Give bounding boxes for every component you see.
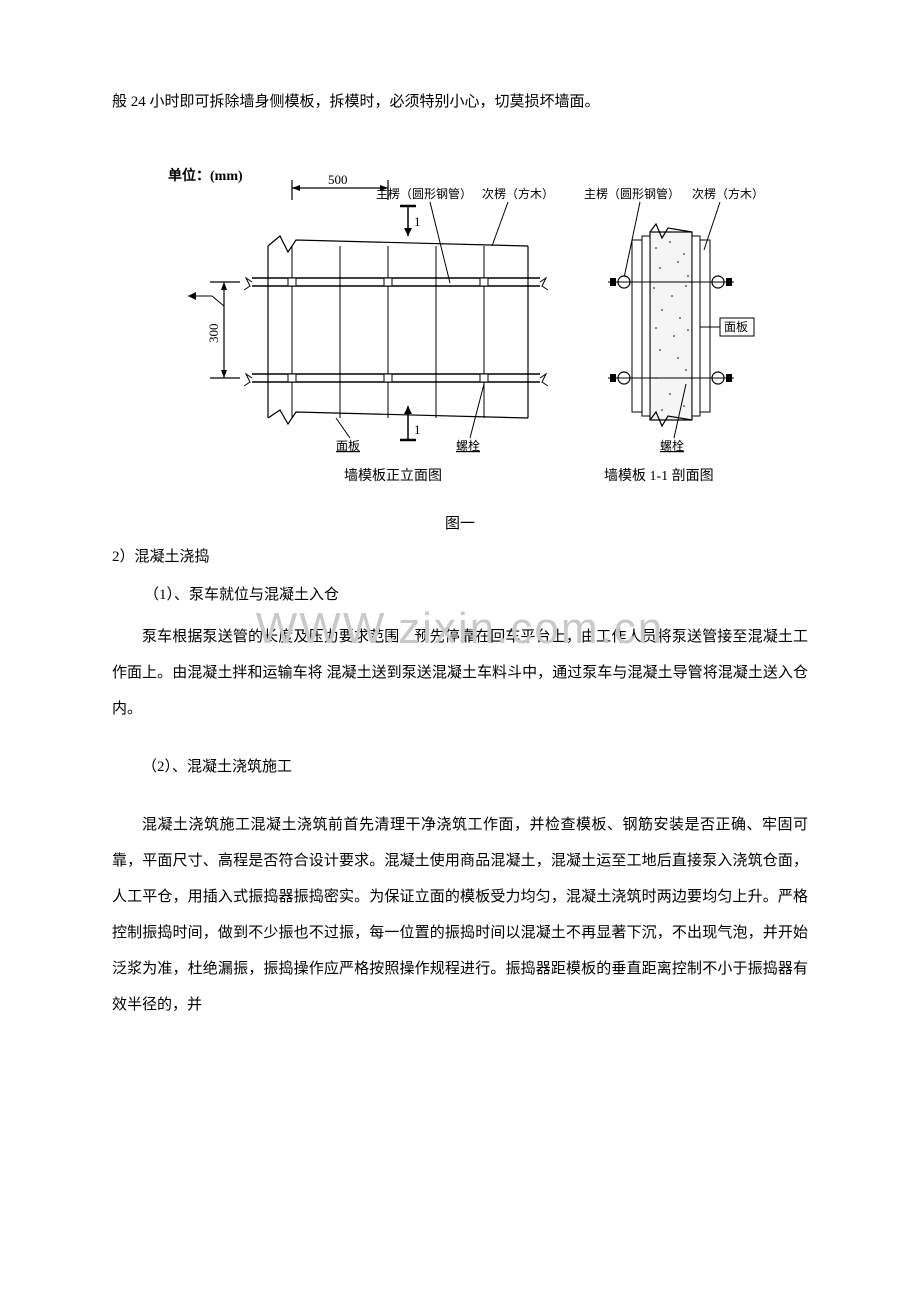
dim-300: 300 [206,324,221,344]
para-sub-2: 混凝土浇筑施工混凝土浇筑前首先清理干净浇筑工作面，并检查模板、钢筋安装是否正确、… [112,807,808,1023]
figure-one: 单位：(mm) 500 主楞（圆形钢管） 次楞（方木） 1 [112,158,808,498]
label-secondary-purlin-r: 次楞（方木） [692,186,764,201]
label-main-purlin-r: 主楞（圆形钢管） [584,186,680,201]
dim-500: 500 [328,172,348,187]
label-secondary-purlin: 次楞（方木） [482,186,554,201]
caption-section: 墙模板 1-1 剖面图 [604,468,714,484]
section-view: 主楞（圆形钢管） 次楞（方木） [584,186,764,484]
label-bolt-left: 螺栓 [456,438,480,453]
figure-caption: 图一 [112,512,808,533]
intro-line: 般 24 小时即可拆除墙身侧模板，拆模时，必须特别小心，切莫损坏墙面。 [112,84,808,120]
formwork-diagram: 单位：(mm) 500 主楞（圆形钢管） 次楞（方木） 1 [140,158,780,498]
label-face-panel-right: 面板 [724,320,748,334]
caption-elevation: 墙模板正立面图 [344,468,442,484]
section-mark-1b: 1 [414,422,421,437]
para-sub-1: 泵车根据泵送管的长度及压力要求范围，预先停靠在回车平台上，由工作人员将泵送管接至… [112,619,808,727]
label-main-purlin: 主楞（圆形钢管） [376,186,472,201]
heading-section-2: 2）混凝土浇捣 [112,539,808,575]
label-face-panel-left: 面板 [336,439,360,453]
section-mark-1a: 1 [414,214,421,229]
heading-sub-2: （2）、混凝土浇筑施工 [112,749,808,785]
elevation-view: 500 主楞（圆形钢管） 次楞（方木） 1 [188,172,554,484]
label-bolt-right: 螺栓 [660,438,684,453]
unit-label: 单位：(mm) [168,167,243,184]
heading-sub-1: （1）、泵车就位与混凝土入仓 [144,577,808,613]
